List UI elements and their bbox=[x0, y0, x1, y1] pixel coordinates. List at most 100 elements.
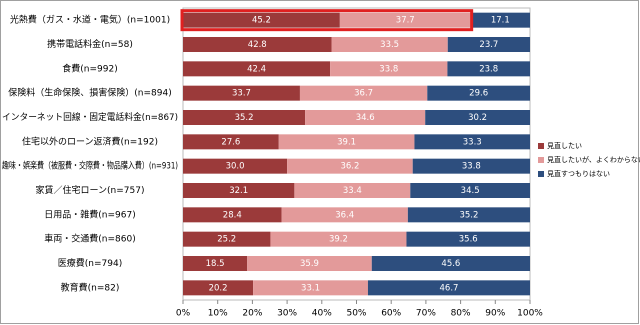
value-label: 34.6 bbox=[356, 113, 375, 123]
legend-label: 見直したいが、よくわからない bbox=[547, 155, 640, 164]
bar-segment bbox=[183, 158, 288, 174]
value-label: 33.1 bbox=[301, 283, 320, 293]
value-label: 35.6 bbox=[459, 235, 478, 245]
bar-segment bbox=[183, 207, 282, 223]
value-label: 36.2 bbox=[340, 162, 359, 172]
x-tick-label: 30% bbox=[277, 309, 297, 319]
value-label: 33.5 bbox=[380, 40, 399, 50]
value-label: 45.6 bbox=[441, 259, 460, 269]
x-tick-label: 100% bbox=[517, 309, 543, 319]
category-label: 家賃／住宅ローン(n=757) bbox=[36, 184, 145, 196]
value-label: 33.8 bbox=[462, 162, 481, 172]
value-label: 46.7 bbox=[440, 283, 459, 293]
bar-segment bbox=[183, 183, 295, 198]
bar-segment bbox=[183, 256, 248, 271]
value-label: 39.1 bbox=[337, 137, 356, 147]
bar-segment bbox=[247, 256, 372, 271]
value-label: 30.0 bbox=[226, 162, 245, 172]
category-label: 車両・交通費(n=860) bbox=[44, 233, 135, 245]
category-label: 医療費(n=794) bbox=[58, 257, 122, 269]
bar-segment bbox=[183, 231, 271, 247]
legend-swatch bbox=[538, 143, 544, 149]
value-label: 23.7 bbox=[479, 40, 498, 50]
value-label: 37.7 bbox=[396, 16, 415, 26]
category-label: 保険料（生命保険、損害保険）(n=894) bbox=[8, 87, 171, 99]
bar-segment bbox=[410, 183, 530, 198]
x-tick-label: 60% bbox=[381, 309, 401, 319]
highlight-box bbox=[180, 9, 474, 32]
value-label: 30.2 bbox=[468, 113, 487, 123]
bar-segment bbox=[183, 12, 340, 28]
category-label: 食費(n=992) bbox=[62, 62, 117, 74]
value-label: 33.4 bbox=[343, 186, 362, 196]
legend-swatch bbox=[538, 171, 544, 177]
bar-segment bbox=[183, 134, 279, 150]
value-label: 23.8 bbox=[479, 64, 498, 74]
x-tick-label: 90% bbox=[485, 309, 505, 319]
bar-segment bbox=[331, 37, 448, 52]
bar-segment bbox=[427, 85, 530, 101]
value-label: 20.2 bbox=[209, 283, 228, 293]
bar-segment bbox=[367, 280, 530, 296]
value-label: 36.7 bbox=[354, 89, 373, 99]
value-label: 29.6 bbox=[469, 89, 488, 99]
value-label: 32.1 bbox=[229, 186, 248, 196]
bar-segment bbox=[407, 207, 530, 223]
bar-segment bbox=[447, 37, 530, 52]
value-label: 28.4 bbox=[223, 210, 242, 220]
value-label: 35.2 bbox=[235, 113, 254, 123]
bar-segment bbox=[270, 231, 407, 247]
value-label: 35.9 bbox=[300, 259, 319, 269]
bar-segment bbox=[183, 110, 306, 125]
plot: 0% 10% 20% 30% 40% 50% 60% 70% 80% 90% 100% 光熱費（ガス・… bbox=[2, 7, 640, 319]
legend-swatch bbox=[538, 157, 544, 163]
legend-label: 見直すつもりはない bbox=[547, 169, 610, 178]
bar-segment bbox=[330, 61, 448, 77]
category-label: 日用品・雑費(n=967) bbox=[44, 208, 135, 220]
bar-segment bbox=[412, 158, 530, 174]
legend-label: 見直したい bbox=[547, 141, 582, 150]
bar-segment bbox=[281, 207, 408, 223]
value-label: 35.2 bbox=[459, 210, 478, 220]
category-label: 住宅以外のローン返済費(n=192) bbox=[22, 135, 158, 147]
bar-segment bbox=[299, 85, 428, 101]
bar-segment bbox=[470, 12, 530, 28]
bar-segment bbox=[447, 61, 530, 77]
value-label: 42.4 bbox=[247, 64, 266, 74]
bar-segment bbox=[287, 158, 413, 174]
x-tick-label: 20% bbox=[242, 309, 262, 319]
category-label: 光熱費（ガス・水道・電気）(n=1001) bbox=[10, 14, 170, 26]
bar-segment bbox=[183, 280, 254, 296]
value-label: 18.5 bbox=[206, 259, 225, 269]
bar-segment bbox=[414, 134, 530, 150]
x-tick-label: 10% bbox=[208, 309, 228, 319]
bar-segment bbox=[294, 183, 411, 198]
category-label: 教育費(n=82) bbox=[61, 281, 120, 293]
x-tick-label: 80% bbox=[451, 309, 471, 319]
category-label: 趣味・娯楽費（被服費・交際費・物品購入費）(n=931) bbox=[2, 160, 178, 172]
value-label: 33.3 bbox=[463, 137, 482, 147]
value-label: 17.1 bbox=[491, 16, 510, 26]
x-tick-label: 40% bbox=[312, 309, 332, 319]
bar-segment bbox=[253, 280, 368, 296]
bar-segment bbox=[278, 134, 415, 150]
value-label: 25.2 bbox=[217, 235, 236, 245]
x-tick-label: 0% bbox=[176, 309, 191, 319]
x-tick-label: 50% bbox=[346, 309, 366, 319]
bar-segment bbox=[406, 231, 530, 247]
value-label: 33.7 bbox=[232, 89, 251, 99]
category-label: インターネット回線・固定電話料金(n=867) bbox=[2, 111, 178, 123]
value-label: 34.5 bbox=[461, 186, 480, 196]
x-tick-label: 70% bbox=[416, 309, 436, 319]
value-label: 42.8 bbox=[248, 40, 267, 50]
value-label: 39.2 bbox=[329, 235, 348, 245]
bar-segment bbox=[339, 12, 471, 28]
value-label: 36.4 bbox=[335, 210, 354, 220]
bar-segment bbox=[305, 110, 426, 125]
bar-segment bbox=[183, 85, 300, 101]
bar-segment bbox=[183, 37, 332, 52]
bar-segment bbox=[425, 110, 530, 125]
bar-segment bbox=[183, 61, 331, 77]
